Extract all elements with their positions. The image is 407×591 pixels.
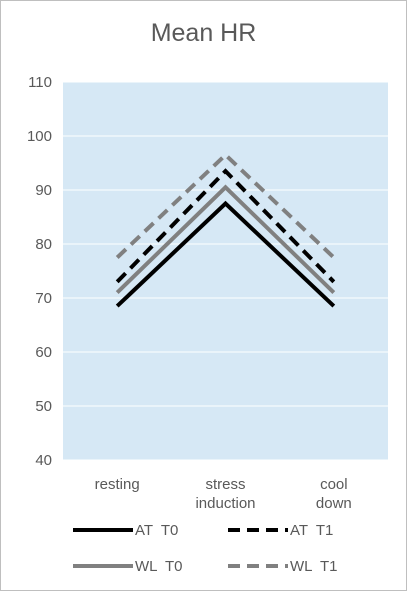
series-lines	[115, 152, 336, 308]
x-axis-ticks: resting stress induction cool down	[95, 476, 352, 512]
series-line-2	[115, 168, 336, 284]
y-tick-label: 90	[35, 182, 52, 199]
series-line-3	[115, 184, 336, 295]
y-axis-ticks: 40 50 60 70 80 90 100 110	[27, 74, 52, 469]
legend-label: WL T0	[135, 558, 183, 575]
x-tick-label: stress induction	[195, 476, 255, 512]
chart-title: Mean HR	[150, 19, 257, 47]
y-tick-label: 40	[35, 452, 52, 469]
legend: AT T0 AT T1 WL T0 WL T1	[73, 522, 338, 575]
y-tick-label: 60	[35, 344, 52, 361]
series-line-4	[115, 152, 336, 259]
x-tick-label: resting	[95, 476, 140, 493]
series-line-1	[115, 200, 336, 308]
y-tick-label: 70	[35, 290, 52, 307]
legend-label: WL T1	[290, 558, 338, 575]
x-tick-label: cool down	[316, 476, 352, 512]
plot-area	[63, 82, 388, 460]
y-tick-label: 80	[35, 236, 52, 253]
legend-label: AT T0	[135, 522, 178, 539]
y-tick-label: 50	[35, 398, 52, 415]
legend-label: AT T1	[290, 522, 333, 539]
y-tick-label: 100	[27, 128, 52, 145]
y-tick-label: 110	[28, 74, 52, 91]
